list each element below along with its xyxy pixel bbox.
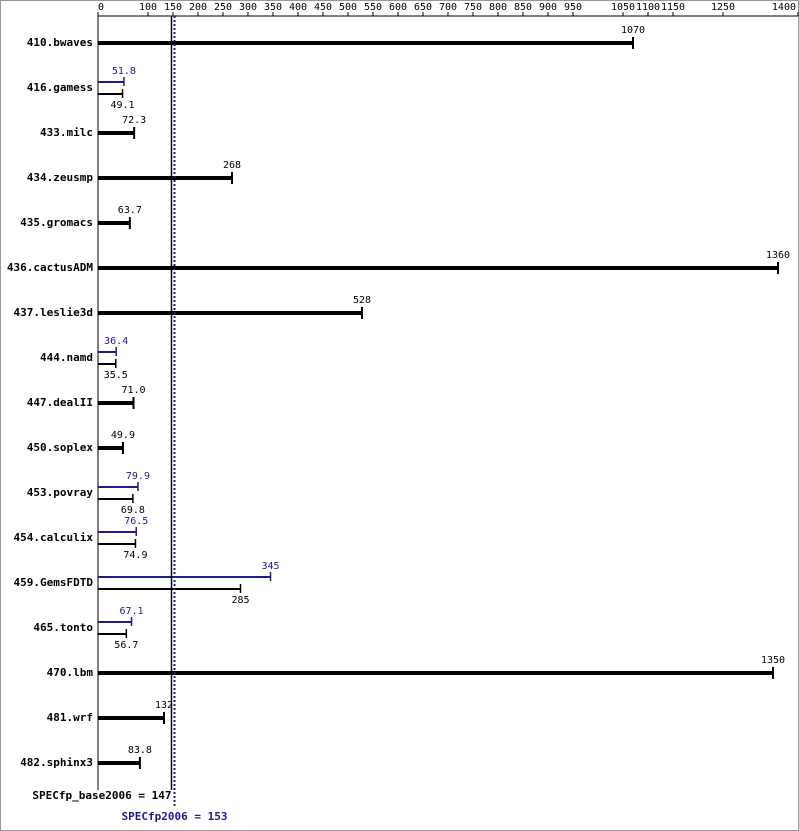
x-tick-label: 800 (489, 2, 507, 13)
value-label: 1360 (766, 250, 790, 261)
x-tick-label: 1050 (611, 2, 635, 13)
x-tick-label: 950 (564, 2, 582, 13)
value-label: 49.1 (111, 100, 135, 111)
category-label: 434.zeusmp (27, 171, 94, 184)
x-tick-label: 700 (439, 2, 457, 13)
x-tick-label: 0 (98, 2, 104, 13)
bar (98, 351, 117, 353)
bar (98, 671, 773, 675)
value-label: 67.1 (120, 606, 144, 617)
category-label: 454.calculix (14, 531, 94, 544)
x-tick-label: 850 (514, 2, 532, 13)
x-tick-label: 400 (289, 2, 307, 13)
bar (98, 131, 135, 135)
value-label: 74.9 (123, 550, 147, 561)
bar (98, 81, 124, 83)
category-label: 450.soplex (27, 441, 94, 454)
x-tick-label: 250 (214, 2, 232, 13)
bar (98, 363, 116, 365)
value-label: 71.0 (121, 385, 145, 396)
x-tick-label: 750 (464, 2, 482, 13)
bar (98, 498, 133, 500)
category-label: 435.gromacs (20, 216, 93, 229)
x-tick-label: 1400 (772, 2, 796, 13)
value-label: 528 (353, 295, 371, 306)
bar (98, 311, 362, 315)
bar (98, 446, 123, 450)
category-label: 453.povray (27, 486, 94, 499)
category-label: 447.dealII (27, 396, 93, 409)
x-tick-label: 500 (339, 2, 357, 13)
x-tick-label: 1150 (661, 2, 685, 13)
category-label: 459.GemsFDTD (14, 576, 94, 589)
reference-label: SPECfp2006 = 153 (122, 810, 228, 823)
category-label: 482.sphinx3 (20, 756, 93, 769)
value-label: 79.9 (126, 471, 150, 482)
category-label: 470.lbm (47, 666, 94, 679)
bar (98, 266, 778, 270)
value-label: 268 (223, 160, 241, 171)
x-tick-label: 900 (539, 2, 557, 13)
bar (98, 621, 132, 623)
category-label: 444.namd (40, 351, 93, 364)
category-label: 437.leslie3d (14, 306, 93, 319)
reference-label: SPECfp_base2006 = 147 (32, 789, 171, 802)
bar (98, 93, 123, 95)
value-label: 345 (261, 561, 279, 572)
value-label: 76.5 (124, 516, 148, 527)
bar (98, 41, 633, 45)
category-label: 436.cactusADM (7, 261, 93, 274)
x-tick-label: 1250 (711, 2, 735, 13)
bar (98, 761, 140, 765)
bar (98, 401, 134, 405)
bar (98, 576, 271, 578)
bar (98, 486, 138, 488)
value-label: 1070 (621, 25, 645, 36)
value-label: 51.8 (112, 66, 136, 77)
category-label: 481.wrf (47, 711, 93, 724)
bar (98, 176, 232, 180)
bar (98, 543, 136, 545)
x-tick-label: 1100 (636, 2, 660, 13)
value-label: 285 (231, 595, 249, 606)
x-tick-label: 100 (139, 2, 157, 13)
bar (98, 633, 127, 635)
bar (98, 588, 241, 590)
value-label: 36.4 (104, 336, 128, 347)
value-label: 35.5 (104, 370, 128, 381)
bar (98, 221, 130, 225)
category-label: 465.tonto (33, 621, 93, 634)
value-label: 63.7 (118, 205, 142, 216)
category-label: 416.gamess (27, 81, 93, 94)
x-tick-label: 200 (189, 2, 207, 13)
bar (98, 716, 164, 720)
value-label: 49.9 (111, 430, 135, 441)
category-label: 433.milc (40, 126, 93, 139)
value-label: 72.3 (122, 115, 146, 126)
x-tick-label: 650 (414, 2, 432, 13)
value-label: 69.8 (121, 505, 145, 516)
x-tick-label: 300 (239, 2, 257, 13)
x-tick-label: 150 (164, 2, 182, 13)
x-tick-label: 550 (364, 2, 382, 13)
bar (98, 531, 137, 533)
value-label: 56.7 (114, 640, 138, 651)
x-tick-label: 600 (389, 2, 407, 13)
value-label: 1350 (761, 655, 785, 666)
category-label: 410.bwaves (27, 36, 93, 49)
value-label: 132 (155, 700, 173, 711)
x-tick-label: 350 (264, 2, 282, 13)
x-tick-label: 450 (314, 2, 332, 13)
value-label: 83.8 (128, 745, 152, 756)
